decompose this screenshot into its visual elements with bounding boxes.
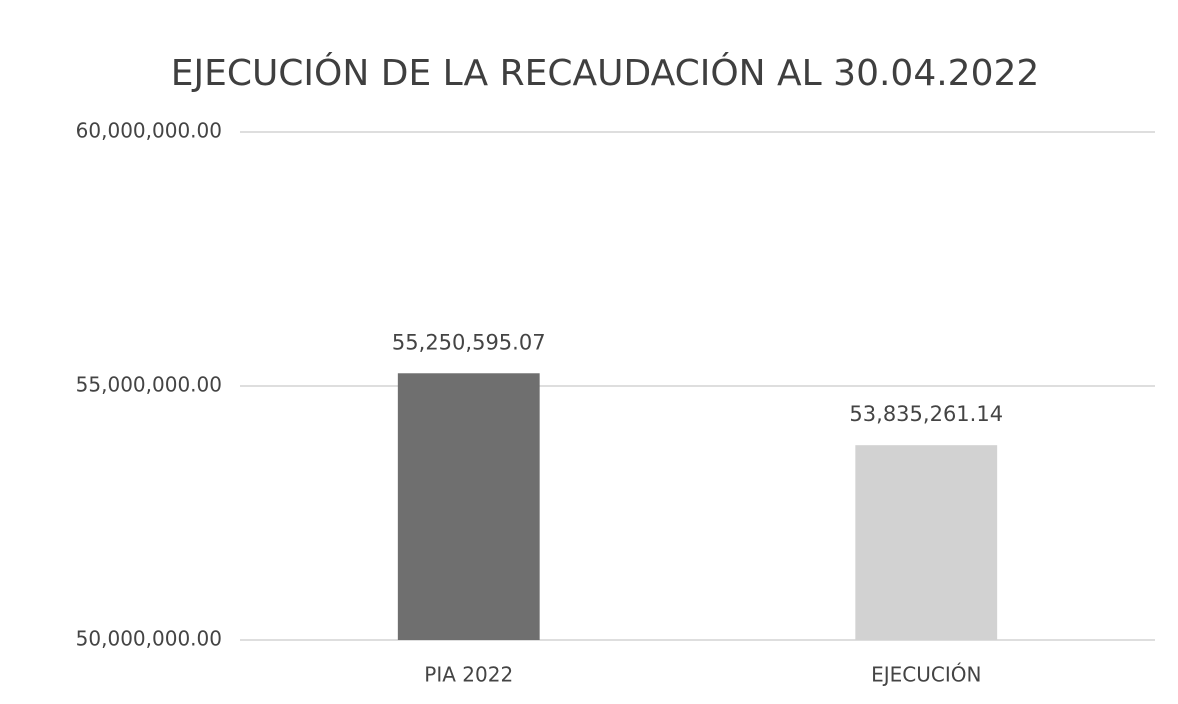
data-label: 53,835,261.14 <box>849 402 1003 426</box>
bar <box>855 445 998 640</box>
data-label: 55,250,595.07 <box>392 330 546 354</box>
bar <box>397 373 540 640</box>
chart-title: EJECUCIÓN DE LA RECAUDACIÓN AL 30.04.202… <box>171 52 1040 94</box>
y-tick-label: 55,000,000.00 <box>76 373 222 397</box>
x-tick-label: EJECUCIÓN <box>871 663 981 687</box>
y-tick-label: 50,000,000.00 <box>76 627 222 651</box>
x-tick-label: PIA 2022 <box>424 663 513 687</box>
y-tick-label: 60,000,000.00 <box>76 119 222 143</box>
